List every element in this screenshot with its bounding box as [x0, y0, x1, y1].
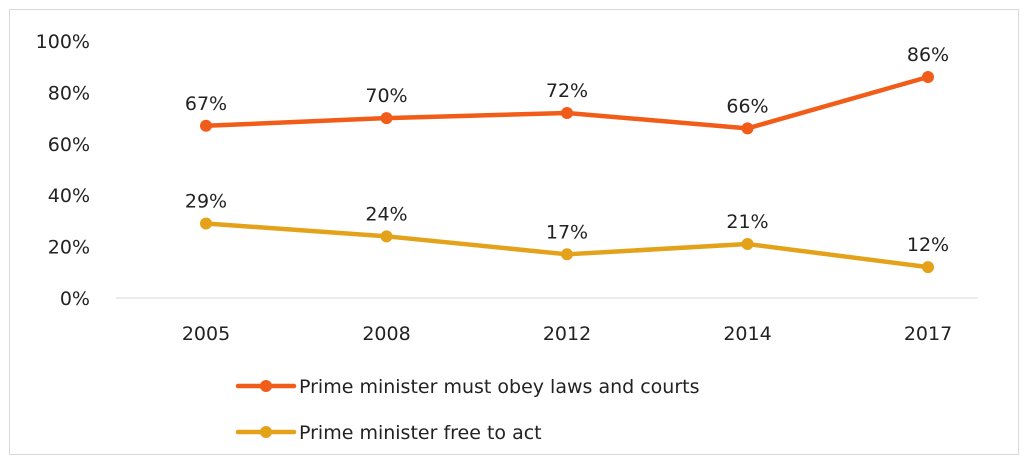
data-label: 70%	[365, 85, 407, 107]
y-tick-label: 20%	[48, 237, 90, 259]
data-label: 66%	[726, 95, 768, 117]
y-tick-label: 60%	[48, 134, 90, 156]
data-point	[922, 70, 934, 83]
data-label: 21%	[726, 211, 768, 233]
data-label-layer: 67% 70% 72% 66% 86% 29% 24% 17% 21% 12%	[185, 44, 949, 256]
x-tick-label: 2014	[723, 323, 771, 345]
data-label: 72%	[546, 80, 588, 102]
y-tick-label: 100%	[36, 31, 90, 53]
data-label: 86%	[907, 44, 949, 66]
data-point	[200, 119, 212, 132]
y-tick-label: 0%	[60, 288, 90, 310]
legend-swatch-marker	[260, 380, 272, 392]
data-point	[200, 217, 212, 230]
axis-layer: 0% 20% 40% 60% 80% 100% 2005 2008 2012 2014 2017	[36, 31, 978, 345]
x-tick-label: 2008	[362, 323, 410, 345]
data-point	[741, 122, 754, 135]
data-label: 17%	[546, 221, 588, 243]
data-point	[561, 106, 573, 119]
data-label: 24%	[365, 203, 407, 225]
y-tick-label: 40%	[48, 185, 90, 207]
x-tick-label: 2005	[182, 323, 230, 345]
data-point	[380, 230, 393, 243]
legend-label: Prime minister free to act	[299, 422, 542, 444]
legend-swatch-marker	[260, 426, 272, 438]
data-point	[741, 238, 754, 251]
line-chart: 0% 20% 40% 60% 80% 100% 2005 2008 2012 2014 2017 6…	[36, 31, 978, 444]
y-tick-label: 80%	[48, 82, 90, 104]
x-tick-label: 2017	[904, 323, 952, 345]
legend-label: Prime minister must obey laws and courts	[299, 376, 700, 398]
data-point	[922, 261, 934, 274]
data-label: 67%	[185, 93, 227, 115]
x-tick-label: 2012	[543, 323, 591, 345]
data-label: 12%	[907, 234, 949, 256]
series-layer	[200, 70, 934, 274]
data-point	[561, 248, 573, 261]
data-point	[380, 112, 393, 125]
legend: Prime minister must obey laws and courts…	[235, 376, 700, 444]
data-label: 29%	[185, 190, 227, 212]
chart-frame: 0% 20% 40% 60% 80% 100% 2005 2008 2012 2014 2017 6…	[9, 9, 1019, 455]
